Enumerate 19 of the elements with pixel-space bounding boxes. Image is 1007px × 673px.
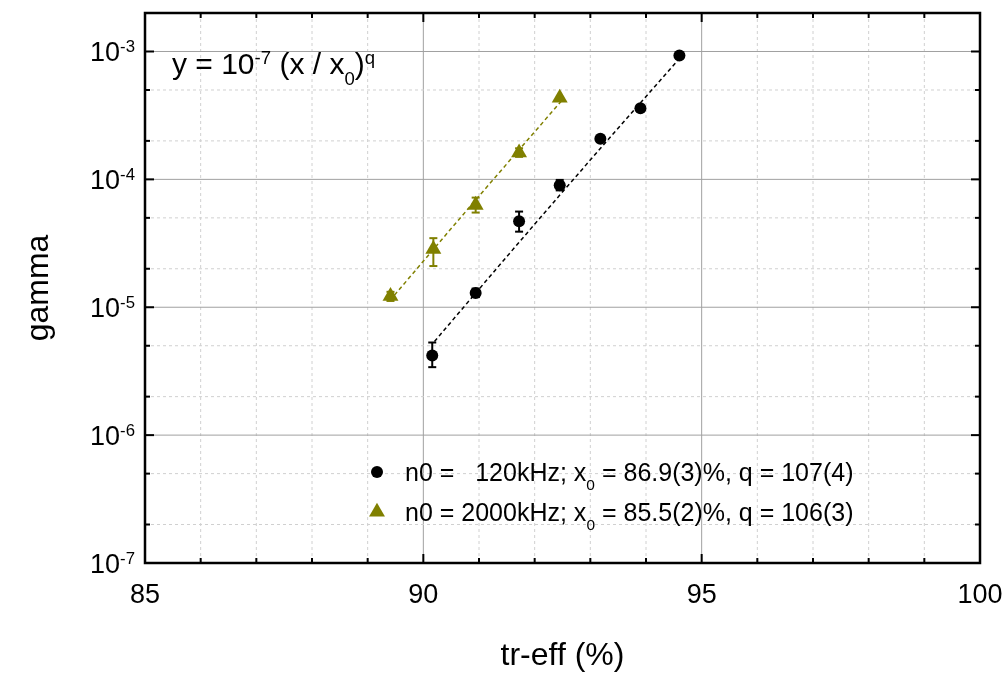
x-axis-title: tr-eff (%) <box>500 636 625 672</box>
y-tick-label: 10$^{-4}$ <box>90 164 135 196</box>
legend-label: n0 = 2000kHz; x$_{0}$ = 85.5(2)%, q = 106(3) <box>405 498 854 533</box>
y-tick-label: 10$^{-5}$ <box>90 292 135 324</box>
annotation: y = 10$^{-7}$ (x / x$_{0}$)$^{q}$ <box>172 46 376 89</box>
x-tick-label: 90 <box>408 579 439 609</box>
y-axis-title: gamma <box>19 234 55 342</box>
x-tick-label: 95 <box>686 579 717 609</box>
y-tick-label: 10$^{-3}$ <box>90 36 135 68</box>
x-tick-label: 85 <box>129 579 161 609</box>
point <box>594 132 607 145</box>
point <box>513 215 526 228</box>
point <box>426 349 439 362</box>
x-tick-label: 100 <box>957 579 1003 609</box>
point <box>511 143 528 158</box>
y-tick-label: 10$^{-6}$ <box>90 420 135 452</box>
legend-label: n0 = 120kHz; x$_{0}$ = 86.9(3)%, q = 107(4) <box>405 458 854 493</box>
y-tick-label: 10$^{-7}$ <box>90 548 135 579</box>
point <box>673 49 686 62</box>
